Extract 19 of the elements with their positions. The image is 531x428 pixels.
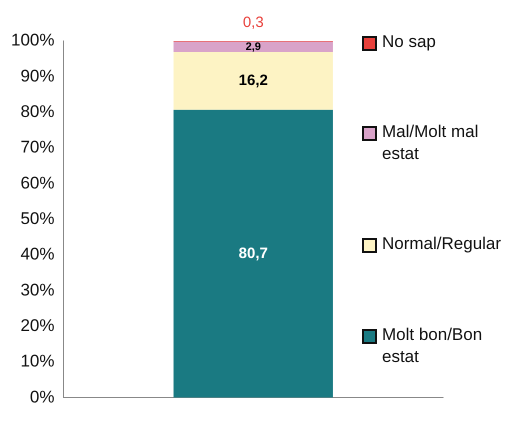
y-tick-label: 40% [20,244,54,264]
y-tick-label: 100% [10,30,54,50]
y-tick-label: 70% [20,138,54,157]
legend-label: No sap [382,31,437,53]
y-tick-label: 50% [20,208,54,228]
data-label: 16,2 [238,72,268,90]
legend-label: Mal/Molt mal estat [382,121,480,166]
y-tick-label: 20% [20,316,54,335]
y-tick-label: 30% [20,280,54,300]
data-label: 2,9 [246,40,261,53]
y-tick-label: 60% [20,173,54,192]
legend-label: Normal/Regular [382,233,502,256]
y-tick-label: 90% [20,66,54,86]
data-label: 80,7 [238,244,268,262]
data-label: 0,3 [242,14,264,32]
y-tick-label: 80% [20,102,54,122]
y-tick-label: 10% [20,352,54,371]
legend-label: Molt bon/Bon estat [382,324,484,368]
y-tick-label: 0% [30,387,54,406]
